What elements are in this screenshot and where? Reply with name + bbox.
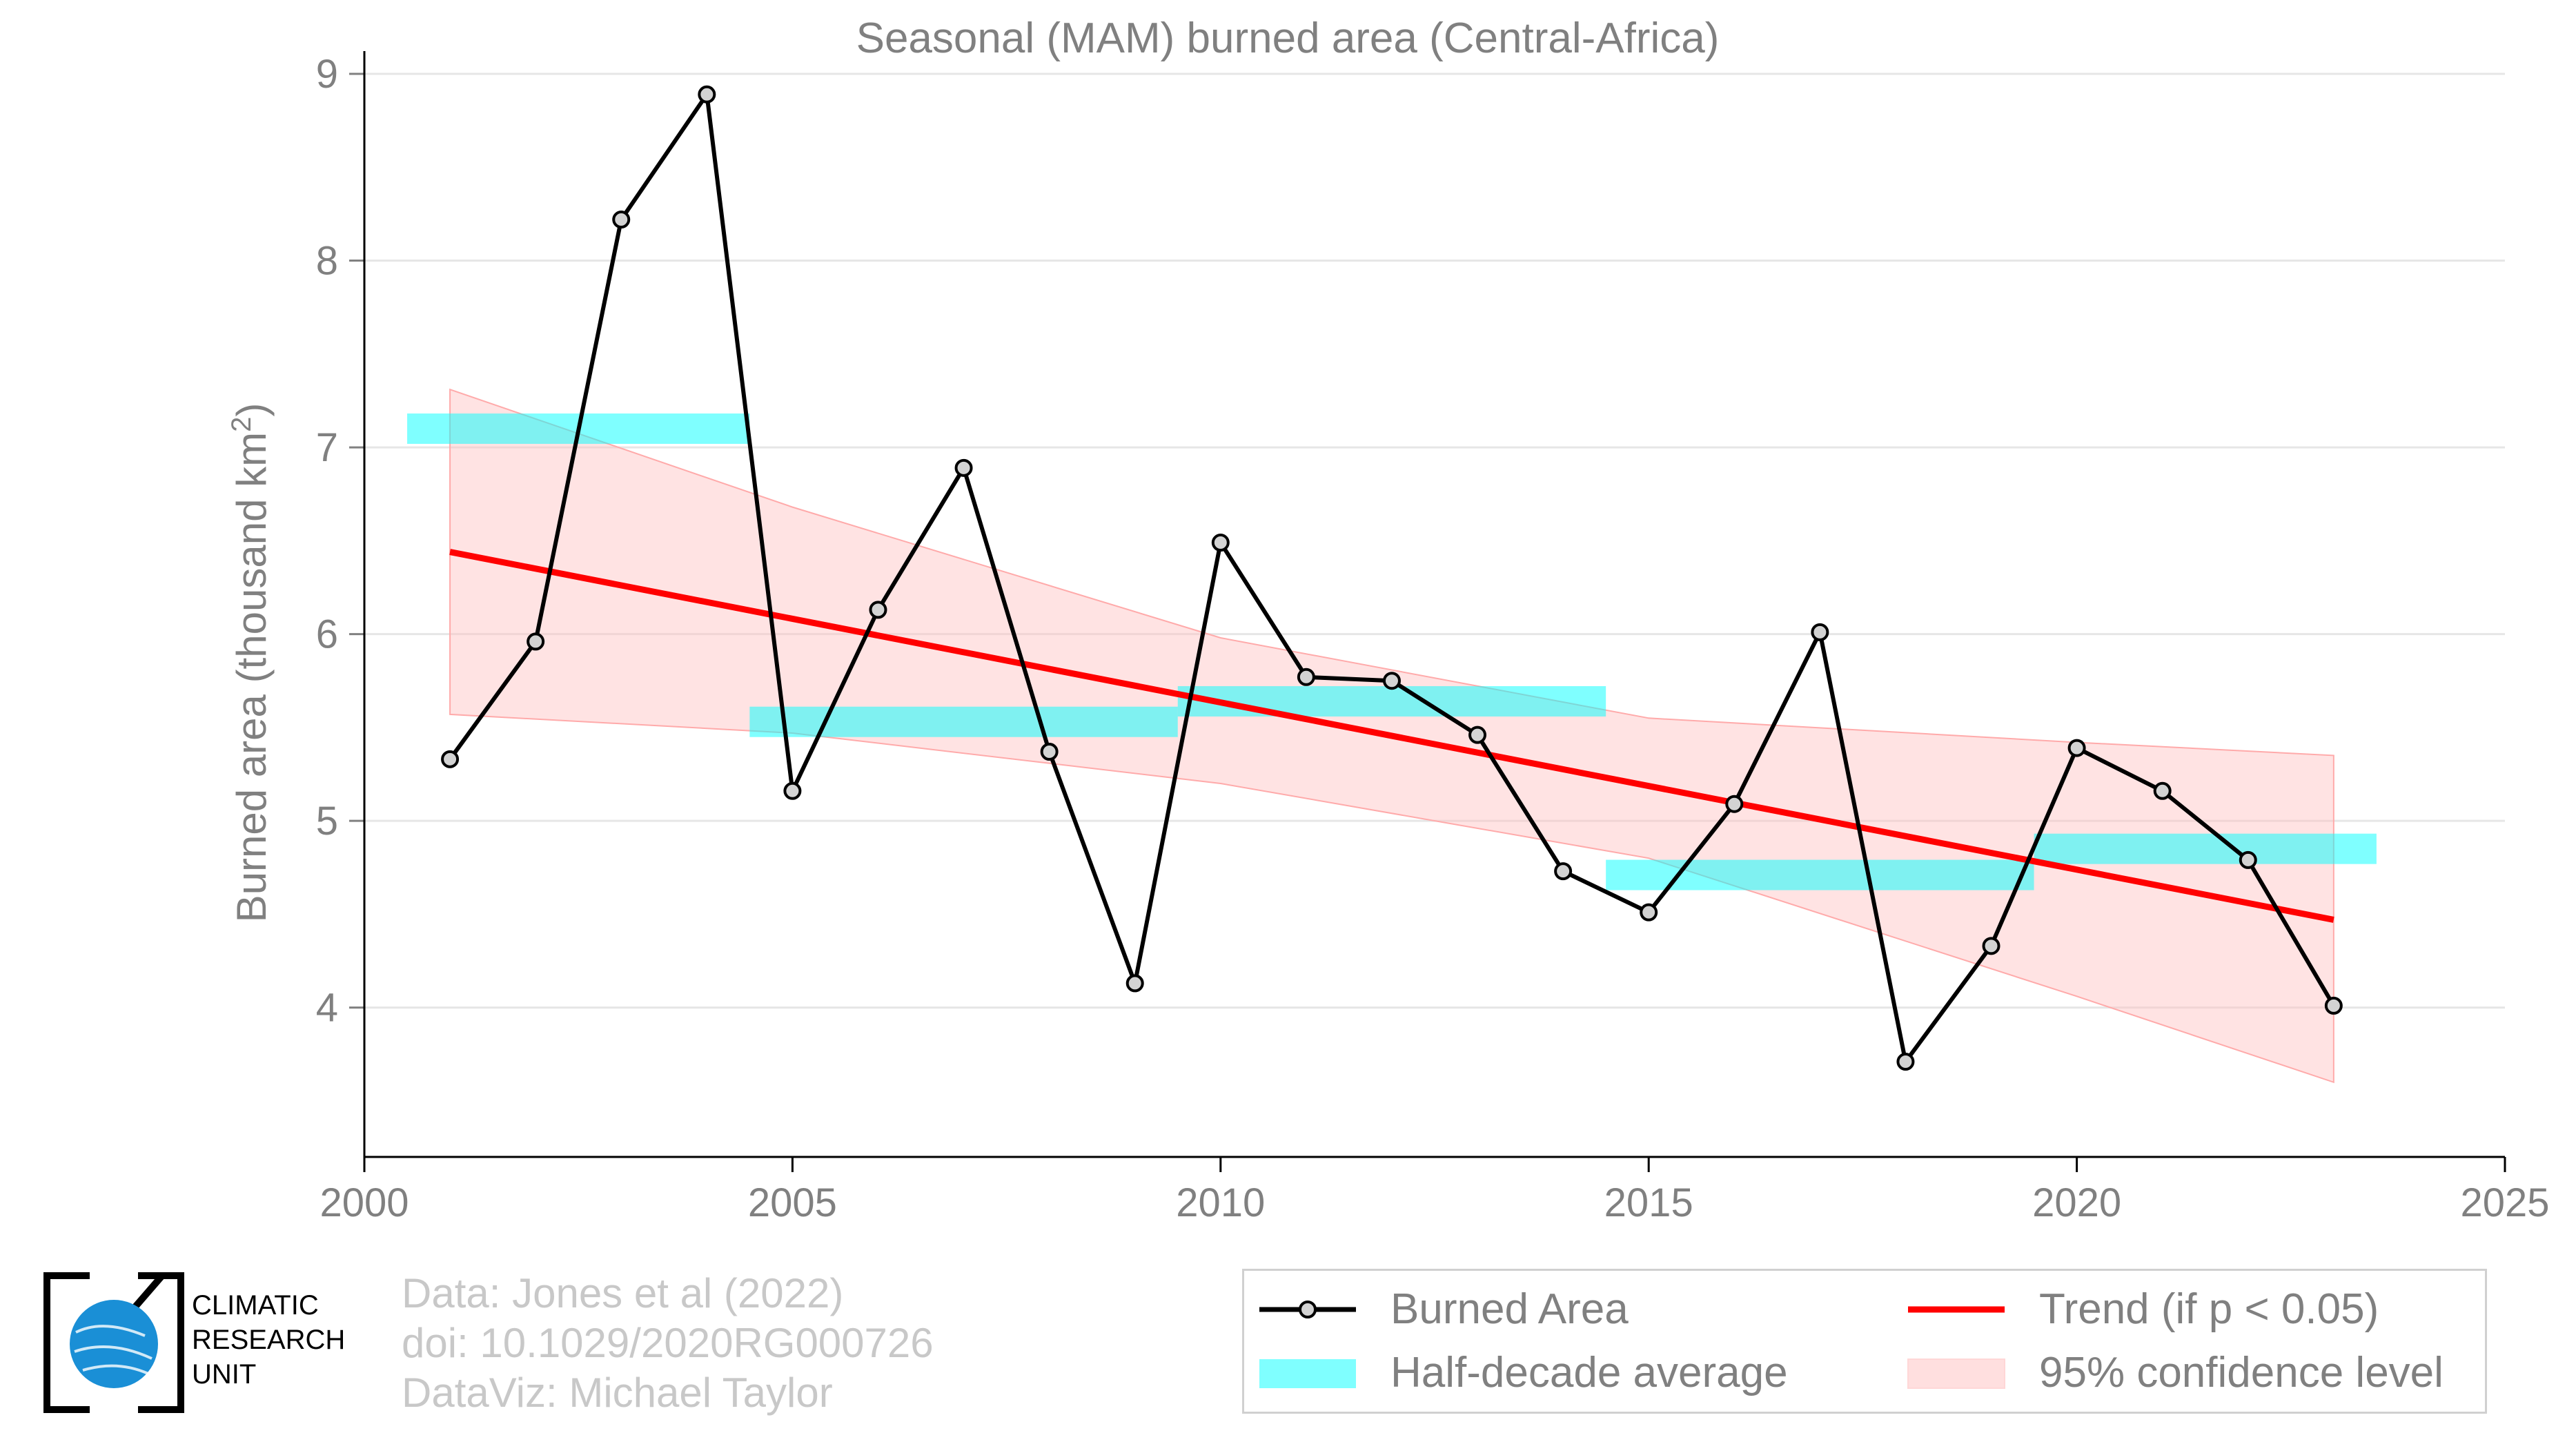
y-tick-label: 8 [316,239,338,284]
credit-doi: doi: 10.1029/2020RG000726 [402,1320,934,1366]
legend-label-trend: Trend (if p < 0.05) [2039,1285,2379,1333]
legend: Burned Area Half-decade average Trend (i… [1242,1269,2487,1414]
data-point [869,601,887,619]
credits: Data: Jones et al (2022) doi: 10.1029/20… [402,1269,934,1418]
data-point [954,458,973,477]
legend-label-half-decade: Half-decade average [1390,1349,1788,1396]
globe-icon [43,1272,184,1413]
x-tick-label: 2015 [1604,1180,1693,1225]
logo-line-1: CLIMATIC [192,1290,319,1321]
logo-text: CLIMATIC RESEARCH UNIT [192,1288,345,1392]
credit-data: Data: Jones et al (2022) [402,1270,844,1316]
data-point [2067,739,2086,757]
data-point [1297,668,1315,686]
y-tick-label: 5 [316,799,338,844]
data-point [1640,903,1658,922]
data-point [1468,726,1487,744]
grid [364,72,2505,1009]
data-point [441,750,460,768]
y-axis-label: Burned area (thousand km2) [226,403,275,923]
x-tick-label: 2010 [1176,1180,1265,1225]
legend-swatch-half-decade [1259,1359,1356,1388]
half-decade-bar [749,706,1178,737]
trend-line [449,549,2334,923]
data-point [1040,742,1059,761]
trend-line-group [449,549,2334,923]
legend-label-confidence: 95% confidence level [2039,1349,2444,1396]
x-tick-label: 2025 [2460,1180,2549,1225]
half-decade-bar [1177,685,1606,717]
x-tick-label: 2020 [2032,1180,2121,1225]
x-tick-label: 2000 [319,1180,409,1225]
y-tick-label: 6 [316,612,338,657]
data-point [1811,623,1829,641]
data-point [612,211,631,229]
axes: 4 5 6 7 8 9 2000 2005 2010 2015 2020 2025 [316,51,2550,1225]
data-point [1725,795,1744,813]
cru-logo [41,1270,186,1415]
logo-line-2: RESEARCH [192,1325,346,1355]
data-point [783,781,802,800]
data-point [1382,672,1401,690]
data-point [2153,781,2172,800]
y-tick-label: 4 [316,986,338,1031]
data-point [1896,1053,1915,1071]
credit-dataviz: DataViz: Michael Taylor [402,1370,833,1416]
data-point [2239,850,2257,869]
burned-area-series [441,85,2343,1071]
legend-swatch-marker [1299,1301,1317,1318]
y-tick-label: 7 [316,425,338,470]
logo-line-3: UNIT [192,1359,257,1390]
data-point [1982,937,2000,955]
data-point [1125,974,1144,993]
half-decade-bar [2034,833,2377,864]
y-tick-label: 9 [316,52,338,97]
data-point [698,85,716,104]
legend-swatch-confidence [1907,1359,2005,1389]
legend-label-burned-area: Burned Area [1390,1285,1629,1333]
data-point [1554,862,1573,881]
legend-swatches [1259,1301,2005,1389]
x-tick-label: 2005 [748,1180,837,1225]
data-point [2324,996,2343,1015]
chart-title: Seasonal (MAM) burned area (Central-Afri… [856,14,1720,62]
data-point [527,632,545,651]
data-point [1211,534,1230,552]
